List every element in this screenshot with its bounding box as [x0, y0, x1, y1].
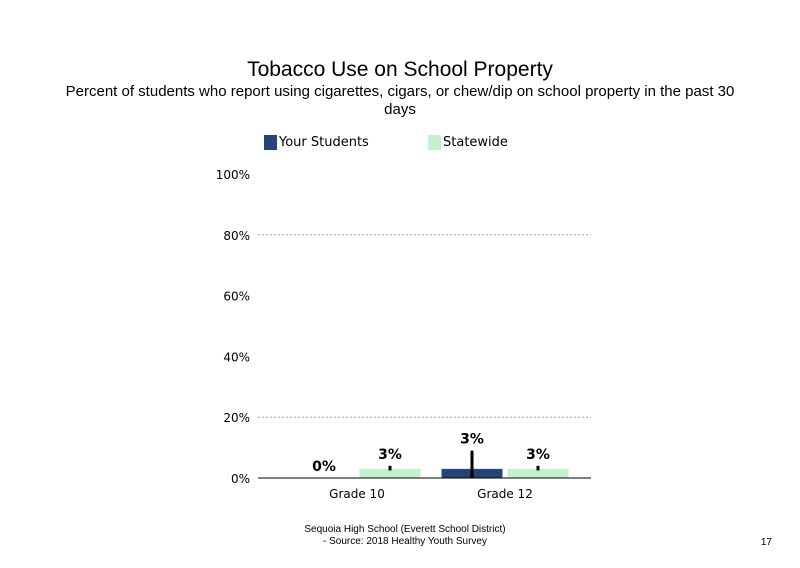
legend-your-students: Your Students	[264, 133, 369, 151]
data-label-your-students-1: 3%	[460, 432, 484, 448]
footer-line-1: Sequoia High School (Everett School Dist…	[304, 524, 506, 535]
y-tick-label-20: 20%	[223, 411, 250, 425]
y-tick-label-0: 0%	[231, 472, 250, 486]
y-tick-label-60: 60%	[223, 290, 250, 304]
data-label-statewide-0: 3%	[378, 447, 402, 463]
page-number: 17	[760, 537, 772, 548]
bar-statewide-1	[507, 468, 569, 478]
y-tick-label-100: 100%	[216, 168, 250, 182]
legend-swatch-your-students	[264, 134, 277, 150]
y-tick-label-80: 80%	[223, 229, 250, 243]
footer-source: Sequoia High School (Everett School Dist…	[240, 524, 570, 548]
legend-label-statewide: Statewide	[443, 134, 508, 150]
x-tick-label-0: Grade 10	[329, 487, 385, 501]
chart-title: Tobacco Use on School Property	[247, 58, 553, 81]
y-tick-label-40: 40%	[223, 350, 250, 364]
x-tick-label-1: Grade 12	[477, 487, 533, 501]
data-label-your-students-0: 0%	[312, 459, 336, 475]
legend-statewide: Statewide	[428, 133, 508, 151]
data-label-statewide-1: 3%	[526, 447, 550, 463]
legend-swatch-statewide	[428, 134, 441, 150]
legend-label-your-students: Your Students	[279, 134, 369, 150]
footer-line-2: - Source: 2018 Healthy Youth Survey	[323, 536, 487, 547]
bar-statewide-0	[359, 468, 421, 478]
chart-subtitle: Percent of students who report using cig…	[65, 83, 735, 118]
